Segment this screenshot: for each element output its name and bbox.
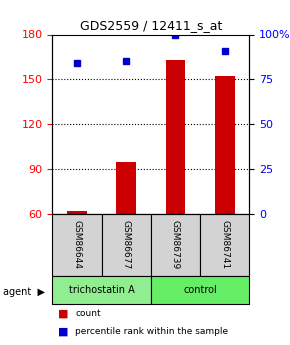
Text: GSM86741: GSM86741 (220, 220, 229, 269)
FancyBboxPatch shape (151, 214, 200, 276)
Text: GSM86739: GSM86739 (171, 220, 180, 269)
Bar (215, 76, 235, 214)
Text: control: control (183, 285, 217, 295)
FancyBboxPatch shape (52, 214, 102, 276)
Text: GSM86644: GSM86644 (72, 220, 81, 269)
FancyBboxPatch shape (102, 214, 151, 276)
Text: GSM86677: GSM86677 (122, 220, 131, 269)
Text: ■: ■ (58, 326, 68, 336)
Text: agent  ▶: agent ▶ (3, 287, 45, 296)
Text: trichostatin A: trichostatin A (69, 285, 134, 295)
FancyBboxPatch shape (151, 276, 249, 304)
FancyBboxPatch shape (52, 276, 151, 304)
Text: percentile rank within the sample: percentile rank within the sample (75, 327, 229, 336)
FancyBboxPatch shape (200, 214, 249, 276)
Bar (116, 161, 136, 214)
Text: count: count (75, 309, 101, 318)
Title: GDS2559 / 12411_s_at: GDS2559 / 12411_s_at (80, 19, 222, 32)
Text: ■: ■ (58, 309, 68, 319)
Bar (166, 60, 185, 214)
Bar (67, 211, 87, 214)
